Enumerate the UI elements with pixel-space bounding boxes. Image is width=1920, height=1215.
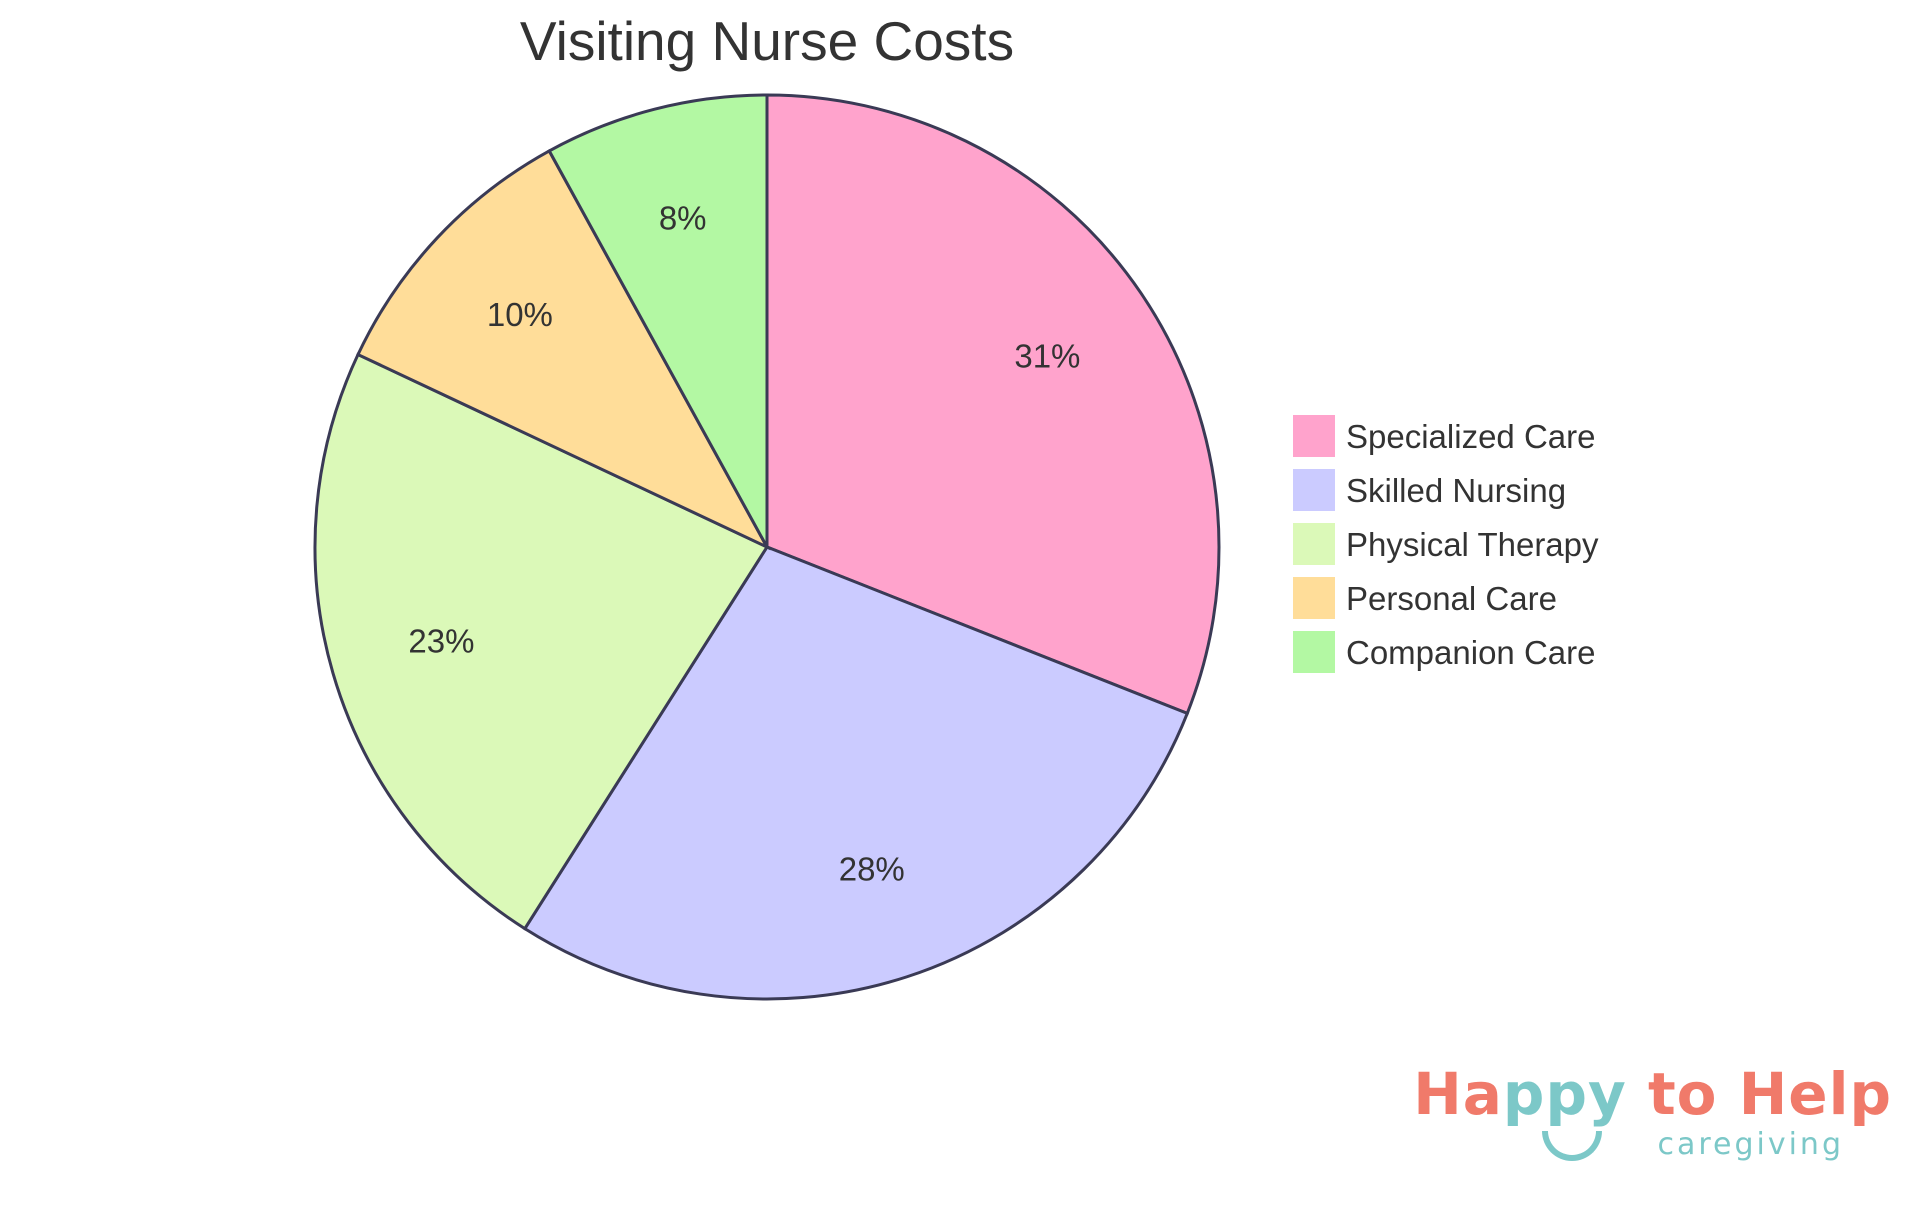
logo-word-to-help: to Help <box>1626 1060 1892 1128</box>
legend-label: Specialized Care <box>1346 418 1595 455</box>
slice-value-label: 31% <box>1014 337 1080 374</box>
pie-slice-companion-care <box>547 93 769 548</box>
logo-word-ha: Ha <box>1413 1060 1503 1128</box>
legend-swatch <box>1291 521 1337 567</box>
logo-wordmark: Happy to Help <box>1413 1065 1892 1123</box>
legend-swatch <box>1291 413 1337 459</box>
pie-slice-labels: 31% 28% 23% 10% 8% <box>408 200 1080 888</box>
legend: Specialized Care Skilled Nursing Physical … <box>1291 413 1599 675</box>
slice-value-label: 8% <box>659 200 707 237</box>
slice-value-label: 28% <box>839 850 905 887</box>
logo-tagline: caregiving <box>1657 1127 1844 1162</box>
pie-slice-personal-care <box>356 148 771 551</box>
legend-swatch <box>1291 575 1337 621</box>
legend-label: Skilled Nursing <box>1346 472 1566 509</box>
legend-label: Companion Care <box>1346 634 1595 671</box>
pie-slices <box>313 93 1221 1001</box>
legend-label: Personal Care <box>1346 580 1557 617</box>
slice-value-label: 23% <box>408 623 474 660</box>
chart-title: Visiting Nurse Costs <box>520 10 1014 72</box>
legend-swatch <box>1291 467 1337 513</box>
pie-slice-specialized-care <box>765 93 1221 716</box>
slice-value-label: 10% <box>487 296 553 333</box>
legend-swatch <box>1291 629 1337 675</box>
logo-word-ppy: ppy <box>1502 1060 1627 1128</box>
legend-label: Physical Therapy <box>1346 526 1599 563</box>
happy-to-help-logo: Happy to Help caregiving <box>1413 1065 1892 1175</box>
pie-slice-skilled-nursing <box>522 545 1190 1001</box>
logo-smile-icon <box>1542 1131 1602 1161</box>
pie-slice-physical-therapy <box>313 352 770 931</box>
